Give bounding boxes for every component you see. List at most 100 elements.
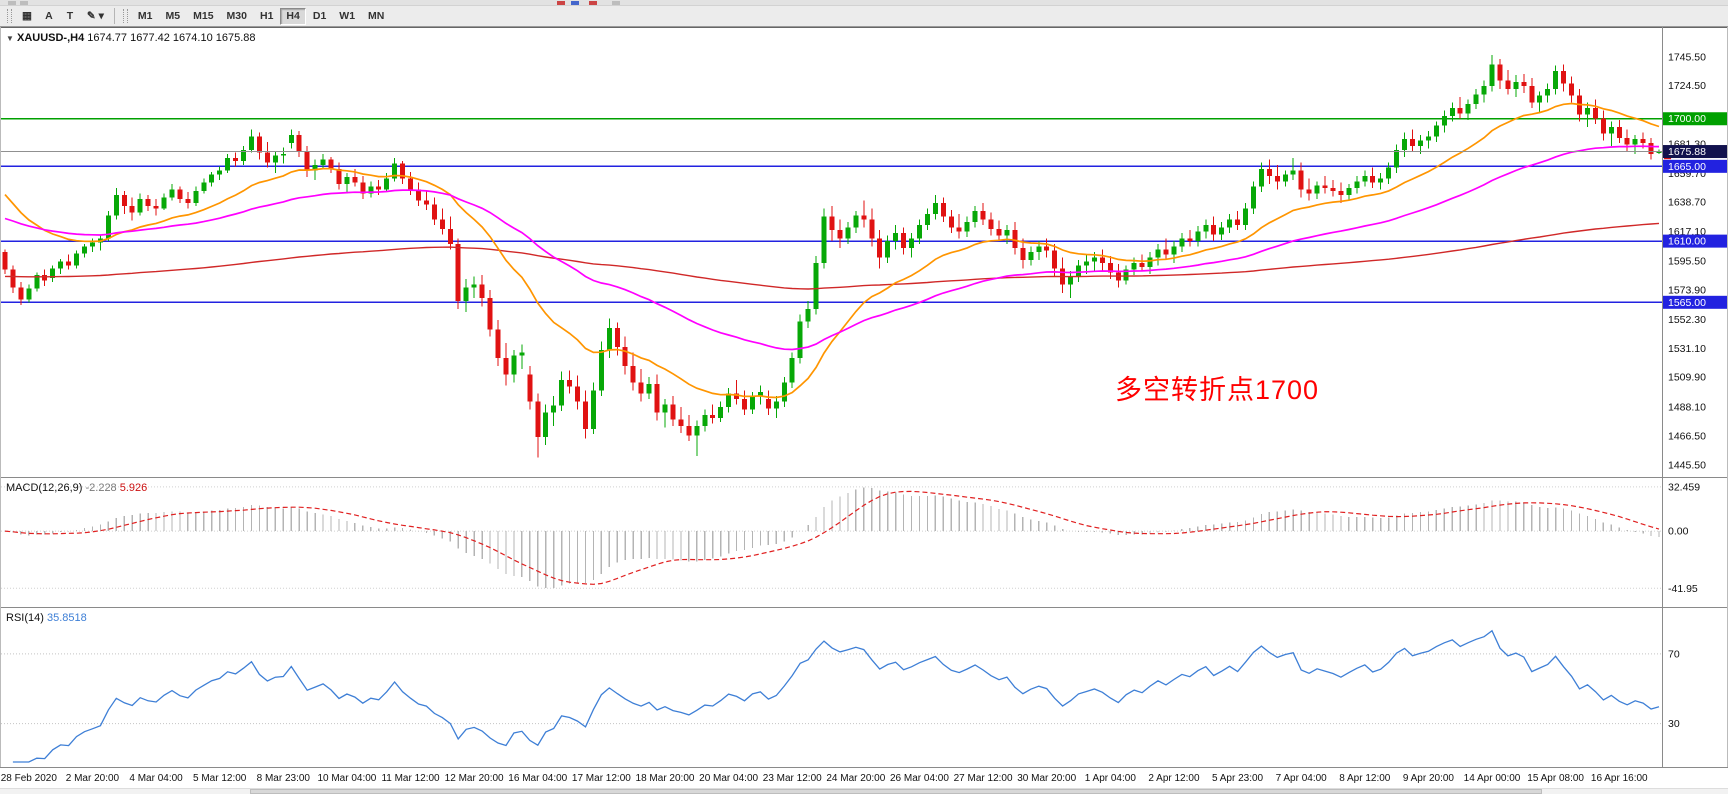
- timeframe-button-w1[interactable]: W1: [339, 10, 356, 22]
- candle-body: [479, 284, 485, 299]
- macd-title: MACD(12,26,9) -2.228 5.926: [6, 482, 147, 494]
- time-axis-label: 1 Apr 04:00: [1085, 773, 1137, 784]
- candle-body: [1322, 185, 1328, 189]
- candle-body: [749, 396, 755, 410]
- chart-title: ▼ XAUUSD-,H4 1674.77 1677.42 1674.10 167…: [6, 32, 256, 44]
- clipped-icon: [8, 1, 16, 5]
- candle-body: [471, 284, 477, 288]
- timeframe-button-m5[interactable]: M5: [165, 10, 181, 22]
- candle-body: [233, 158, 239, 161]
- candle-body: [940, 203, 946, 217]
- rsi-line: [12, 629, 1660, 763]
- candle-body: [18, 287, 24, 300]
- candle-body: [1179, 238, 1185, 247]
- candle-body: [1481, 86, 1487, 95]
- macd-main-value: -2.228: [85, 482, 117, 494]
- hline-price-tag-label: 1700.00: [1668, 113, 1706, 125]
- tool-button-group: ▦ A T ✎ ▾: [16, 8, 110, 25]
- price-axis-label: 1638.70: [1668, 197, 1706, 209]
- macd-signal-line: [4, 490, 1660, 585]
- time-axis-label: 16 Mar 04:00: [508, 773, 567, 784]
- timeframe-button-m15[interactable]: M15: [193, 10, 214, 22]
- time-axis-label: 28 Feb 2020: [1, 773, 58, 784]
- candle-body: [1561, 71, 1567, 84]
- candle-body: [781, 382, 787, 402]
- macd-axis-label: -41.95: [1668, 583, 1698, 595]
- candle-body: [861, 215, 867, 220]
- label-tool-button[interactable]: A: [45, 10, 53, 22]
- rsi-level-label: 70: [1668, 648, 1680, 660]
- price-axis-label: 1466.50: [1668, 431, 1706, 443]
- text-tool-button[interactable]: T: [66, 10, 74, 22]
- timeframe-button-h4[interactable]: H4: [280, 7, 306, 25]
- candle-body: [773, 401, 779, 409]
- candle-body: [1346, 188, 1352, 195]
- candle-body: [1632, 139, 1638, 145]
- time-axis-label: 11 Mar 12:00: [381, 773, 440, 784]
- rsi-level-label: 30: [1668, 718, 1680, 730]
- candle-body: [1187, 238, 1193, 242]
- candle-body: [1521, 82, 1527, 87]
- candle-body: [1155, 249, 1161, 258]
- timeframe-toolbar-grip[interactable]: [122, 9, 128, 23]
- draw-tool-button[interactable]: ✎ ▾: [86, 10, 104, 22]
- toolbar-grip[interactable]: [7, 9, 12, 23]
- candle-body: [1036, 246, 1042, 252]
- candle-body: [384, 178, 390, 190]
- candle-body: [909, 238, 915, 248]
- timeframe-button-m1[interactable]: M1: [137, 10, 153, 22]
- candle-body: [511, 355, 517, 375]
- candle-body: [217, 170, 223, 175]
- candle-body: [26, 288, 32, 300]
- candle-body: [1545, 88, 1551, 96]
- candle-body: [145, 198, 151, 206]
- horizontal-scrollbar[interactable]: [0, 788, 1728, 794]
- candle-body: [1163, 249, 1169, 255]
- candle-body: [789, 358, 795, 383]
- ohlc-readout: 1674.77 1677.42 1674.10 1675.88: [87, 32, 256, 44]
- candle-body: [996, 228, 1002, 236]
- candle-body: [487, 298, 493, 330]
- candle-body: [980, 211, 986, 220]
- chart-annotation[interactable]: 多空转折点1700: [1115, 375, 1320, 405]
- candle-body: [535, 401, 541, 437]
- candle-body: [590, 390, 596, 429]
- candle-body: [495, 329, 501, 359]
- candle-body: [956, 227, 962, 232]
- time-axis-label: 24 Mar 20:00: [826, 773, 885, 784]
- clipped-icon: [571, 1, 579, 5]
- candle-body: [1243, 208, 1249, 225]
- clipped-icon: [20, 1, 28, 5]
- timeframe-button-d1[interactable]: D1: [312, 10, 327, 22]
- candle-body: [74, 253, 80, 266]
- candle-body: [360, 182, 366, 194]
- current-price-tag-label: 1675.88: [1668, 146, 1706, 158]
- candle-body: [694, 426, 700, 436]
- templates-grid-button[interactable]: ▦: [22, 10, 32, 22]
- candle-body: [1020, 247, 1026, 261]
- clipped-icon: [612, 1, 620, 5]
- clipped-icon: [557, 1, 565, 5]
- candle-body: [1410, 139, 1416, 146]
- candle-body: [646, 383, 652, 394]
- time-axis-label: 8 Mar 23:00: [257, 773, 311, 784]
- rsi-value: 35.8518: [46, 612, 87, 624]
- timeframe-button-m30[interactable]: M30: [226, 10, 247, 22]
- candle-body: [344, 177, 350, 185]
- candle-body: [201, 182, 207, 191]
- candle-body: [1290, 170, 1296, 175]
- candle-body: [137, 198, 143, 213]
- candle-body: [932, 203, 938, 214]
- candle-body: [630, 366, 636, 383]
- candle-body: [702, 415, 708, 427]
- timeframe-button-mn[interactable]: MN: [368, 10, 385, 22]
- candle-body: [439, 219, 445, 229]
- hline-price-tag-label: 1565.00: [1668, 297, 1706, 309]
- candle-body: [710, 415, 716, 418]
- candle-body: [1219, 227, 1225, 235]
- scrollbar-thumb[interactable]: [250, 789, 1542, 794]
- timeframe-button-h1[interactable]: H1: [259, 10, 274, 22]
- candle-body: [193, 190, 199, 204]
- candle-body: [1465, 103, 1471, 114]
